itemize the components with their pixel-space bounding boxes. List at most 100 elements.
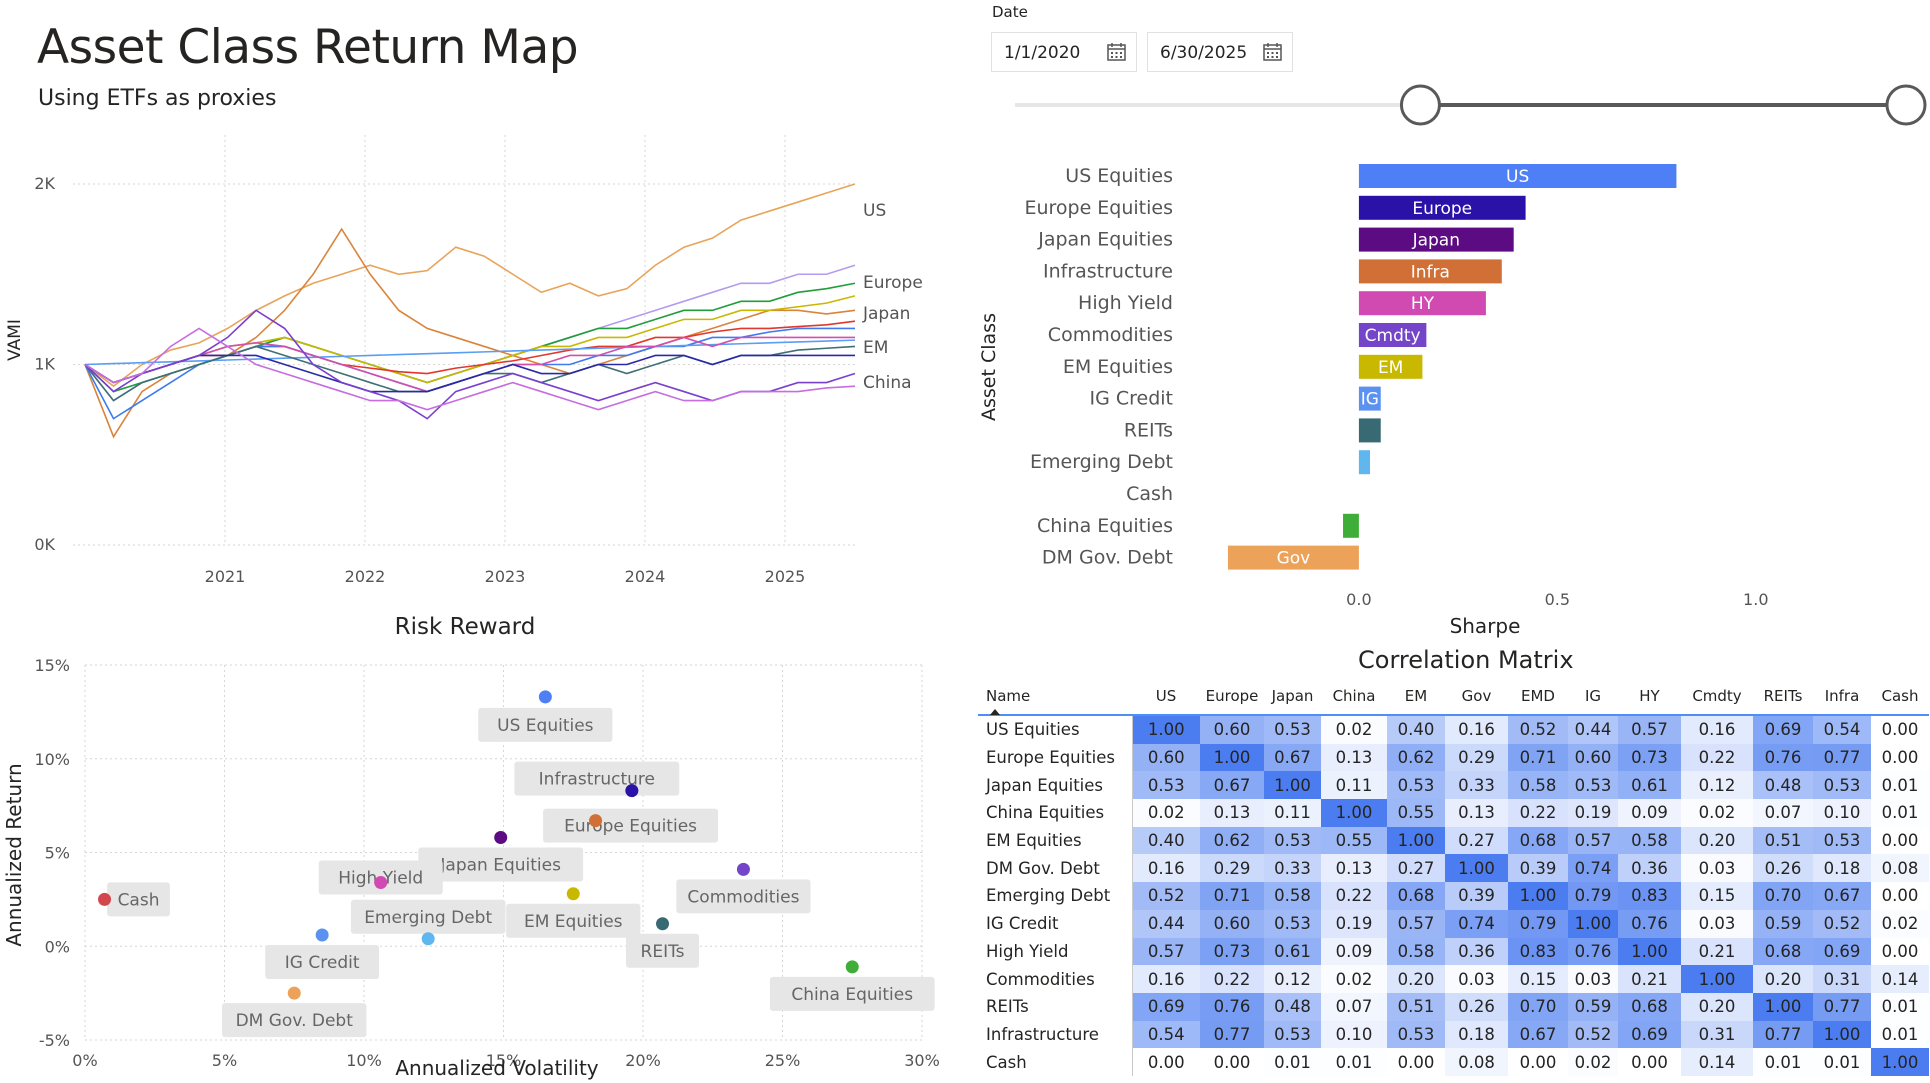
corr-cell: 0.27 [1387, 854, 1445, 883]
sharpe-category-label: Cash [1126, 483, 1173, 505]
corr-cell: 0.19 [1321, 909, 1387, 938]
corr-cell: 0.21 [1681, 937, 1753, 966]
corr-column-header[interactable]: Cash [1881, 687, 1919, 705]
rr-point[interactable] [736, 862, 750, 876]
slider-end-handle[interactable] [1885, 84, 1927, 126]
corr-cell: 0.58 [1618, 826, 1681, 855]
corr-cell: 1.00 [1445, 854, 1508, 883]
vami-series-line [84, 227, 856, 439]
corr-column-header[interactable]: China [1332, 687, 1376, 705]
corr-name-header[interactable]: Name [986, 687, 1031, 705]
corr-cell: 0.44 [1568, 715, 1618, 744]
corr-cell: 0.60 [1200, 715, 1264, 744]
sharpe-bar[interactable] [1358, 164, 1677, 188]
corr-column-header[interactable]: Gov [1461, 687, 1492, 705]
sharpe-bar[interactable] [1358, 386, 1381, 411]
corr-cell: 0.14 [1681, 1048, 1753, 1076]
rr-x-tick: 15% [486, 1051, 522, 1070]
sharpe-bar[interactable] [1343, 513, 1359, 538]
corr-cell: 0.07 [1321, 992, 1387, 1021]
corr-cell: 0.57 [1568, 826, 1618, 855]
corr-column-header[interactable]: REITs [1763, 687, 1803, 705]
slider-start-handle[interactable] [1399, 84, 1441, 126]
risk-reward-title: Risk Reward [395, 614, 536, 640]
sharpe-bar[interactable] [1358, 291, 1486, 316]
rr-point[interactable] [494, 831, 508, 844]
rr-point[interactable] [589, 814, 603, 828]
calendar-icon[interactable] [1263, 42, 1282, 61]
rr-point[interactable] [98, 892, 112, 906]
sharpe-bar[interactable] [1358, 323, 1427, 347]
date-range-slider[interactable] [1010, 80, 1930, 130]
corr-cell: 0.26 [1445, 992, 1508, 1021]
corr-column-header[interactable]: EM [1404, 687, 1428, 705]
corr-row: Europe Equities 0.60 1.00 0.67 0.13 0.62 0.29 0… [978, 743, 1929, 772]
corr-cell: 0.74 [1568, 854, 1618, 883]
corr-column-header[interactable]: Infra [1824, 687, 1860, 705]
corr-cell: 0.01 [1813, 1048, 1871, 1076]
corr-cell: 0.67 [1200, 771, 1264, 800]
corr-cell: 0.58 [1264, 882, 1321, 910]
corr-cell: 0.83 [1508, 937, 1568, 966]
vami-x-tick: 2024 [625, 567, 666, 586]
rr-point[interactable] [421, 932, 435, 946]
corr-cell: 0.54 [1813, 715, 1871, 744]
vami-x-tick: 2022 [345, 567, 386, 586]
sharpe-bar[interactable] [1227, 545, 1359, 570]
corr-cell: 0.00 [1200, 1048, 1264, 1076]
start-date-input[interactable]: 1/1/2020 [991, 32, 1137, 72]
sharpe-y-axis-title: Asset Class [978, 313, 1000, 421]
sharpe-bar-label: Cmdty [1365, 326, 1421, 346]
vami-series-line [84, 339, 856, 366]
rr-x-tick: 25% [765, 1051, 801, 1070]
corr-column-header[interactable]: IG [1584, 687, 1602, 705]
rr-point[interactable] [566, 887, 580, 901]
corr-column-header[interactable]: Europe [1205, 687, 1259, 705]
rr-point-label: Europe Equities [564, 817, 697, 837]
sharpe-category-label: REITs [1124, 419, 1173, 441]
rr-point[interactable] [625, 784, 639, 798]
rr-point[interactable] [374, 876, 388, 889]
end-date-input[interactable]: 6/30/2025 [1147, 32, 1293, 72]
sharpe-bar-label: Europe [1412, 199, 1472, 219]
rr-point[interactable] [287, 986, 301, 1000]
corr-column-header[interactable]: EMD [1521, 687, 1555, 705]
corr-row: US Equities 1.00 0.60 0.53 0.02 0.40 0.16 0.52 0… [978, 715, 1929, 744]
corr-column-header[interactable]: US [1155, 687, 1177, 705]
rr-point[interactable] [845, 960, 859, 974]
corr-column-header[interactable]: Cmdty [1692, 687, 1742, 705]
corr-cell: 0.77 [1813, 992, 1871, 1021]
sharpe-bar[interactable] [1358, 450, 1371, 475]
corr-cell: 0.20 [1387, 965, 1445, 993]
corr-cell: 0.44 [1132, 909, 1200, 938]
corr-cell: 0.53 [1264, 826, 1321, 855]
corr-cell: 0.52 [1813, 909, 1871, 938]
sort-ascending-icon[interactable] [990, 709, 1000, 715]
sharpe-bar[interactable] [1358, 259, 1502, 284]
sharpe-bar[interactable] [1358, 354, 1423, 379]
rr-point-label: REITs [641, 942, 685, 962]
corr-cell: 0.22 [1508, 799, 1568, 827]
calendar-icon[interactable] [1107, 42, 1126, 61]
rr-point[interactable] [656, 917, 670, 931]
corr-cell: 0.03 [1445, 965, 1508, 993]
rr-y-tick: 15% [34, 656, 70, 675]
rr-x-tick: 5% [212, 1051, 237, 1070]
rr-point[interactable] [315, 928, 329, 942]
sharpe-category-label: Emerging Debt [1030, 451, 1173, 473]
corr-cell: 0.12 [1681, 771, 1753, 800]
sharpe-bar[interactable] [1358, 195, 1526, 220]
corr-cell: 0.02 [1568, 1048, 1618, 1076]
corr-cell: 0.36 [1445, 937, 1508, 966]
corr-cell: 0.60 [1568, 743, 1618, 772]
corr-cell: 0.53 [1813, 771, 1871, 800]
sharpe-bar[interactable] [1358, 227, 1514, 252]
rr-point[interactable] [538, 690, 552, 704]
corr-column-header[interactable]: HY [1639, 687, 1660, 705]
corr-cell: 0.53 [1387, 1020, 1445, 1049]
corr-cell: 0.01 [1264, 1048, 1321, 1076]
corr-column-header[interactable]: Japan [1271, 687, 1314, 705]
sharpe-bar[interactable] [1358, 418, 1381, 443]
corr-cell: 0.12 [1264, 965, 1321, 993]
rr-point-label: Commodities [687, 887, 799, 907]
